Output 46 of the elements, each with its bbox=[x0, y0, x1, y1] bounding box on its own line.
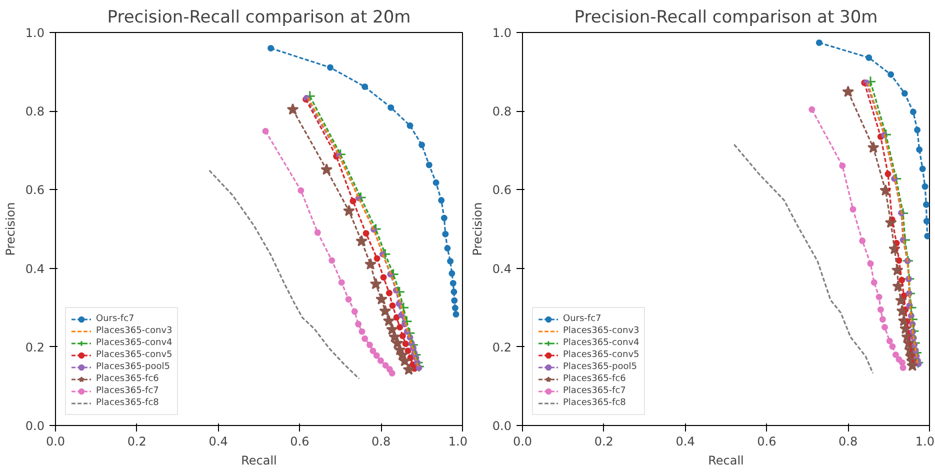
y-tick-label: 0.8 bbox=[25, 104, 45, 119]
y-tick-label: 0.6 bbox=[25, 183, 45, 198]
legend-label: Places365-pool5 bbox=[563, 361, 637, 373]
legend-label: Ours-fc7 bbox=[563, 313, 602, 325]
x-tick-label: 0.0 bbox=[512, 434, 532, 448]
x-tick-label: 0.8 bbox=[838, 434, 858, 448]
y-tick-label: 1.0 bbox=[492, 26, 512, 40]
x-tick-label: 0.2 bbox=[127, 434, 146, 448]
chart-title: Precision-Recall comparison at 30m bbox=[574, 8, 878, 28]
legend-label: Places365-conv4 bbox=[563, 337, 640, 349]
legend-label: Places365-conv3 bbox=[96, 325, 172, 337]
legend-label: Places365-fc7 bbox=[96, 385, 159, 397]
x-tick-label: 0.6 bbox=[290, 434, 310, 448]
x-tick-label: 0.6 bbox=[757, 434, 776, 448]
x-tick-label: 0.4 bbox=[676, 434, 695, 448]
x-axis-title: Recall bbox=[241, 454, 277, 468]
y-tick-label: 0.6 bbox=[492, 183, 512, 198]
x-tick-label: 0.0 bbox=[46, 434, 66, 448]
legend-label: Places365-conv3 bbox=[563, 325, 640, 337]
y-tick-label: 0.2 bbox=[492, 340, 512, 354]
y-tick-label: 0.0 bbox=[492, 419, 512, 433]
x-axis-title: Recall bbox=[708, 454, 744, 468]
y-axis-title: Precision bbox=[470, 202, 484, 256]
legend-label: Places365-fc6 bbox=[563, 373, 626, 385]
y-tick-label: 0.4 bbox=[492, 262, 512, 276]
y-axis-title: Precision bbox=[3, 202, 18, 256]
legend-label: Places365-conv5 bbox=[96, 349, 172, 361]
y-tick-label: 1.0 bbox=[25, 26, 45, 40]
chart-title: Precision-Recall comparison at 20m bbox=[107, 8, 411, 28]
x-tick-label: 1.0 bbox=[915, 434, 935, 448]
y-tick-label: 0.0 bbox=[25, 419, 45, 433]
legend-label: Ours-fc7 bbox=[96, 313, 134, 325]
x-tick-label: 0.8 bbox=[372, 434, 391, 448]
legend-label: Places365-conv5 bbox=[563, 349, 640, 361]
x-tick-label: 1.0 bbox=[448, 434, 468, 448]
x-tick-label: 0.2 bbox=[594, 434, 614, 448]
y-tick-label: 0.8 bbox=[492, 104, 512, 119]
y-tick-label: 0.2 bbox=[25, 340, 45, 354]
legend-label: Places365-fc8 bbox=[563, 397, 626, 409]
legend-label: Places365-fc7 bbox=[563, 385, 626, 397]
legend-label: Places365-pool5 bbox=[96, 361, 170, 373]
legend-label: Places365-conv4 bbox=[96, 337, 172, 349]
x-tick-label: 0.4 bbox=[208, 434, 228, 448]
legend-label: Places365-fc6 bbox=[96, 373, 159, 385]
legend-label: Places365-fc8 bbox=[96, 397, 159, 409]
y-tick-label: 0.4 bbox=[25, 262, 45, 276]
